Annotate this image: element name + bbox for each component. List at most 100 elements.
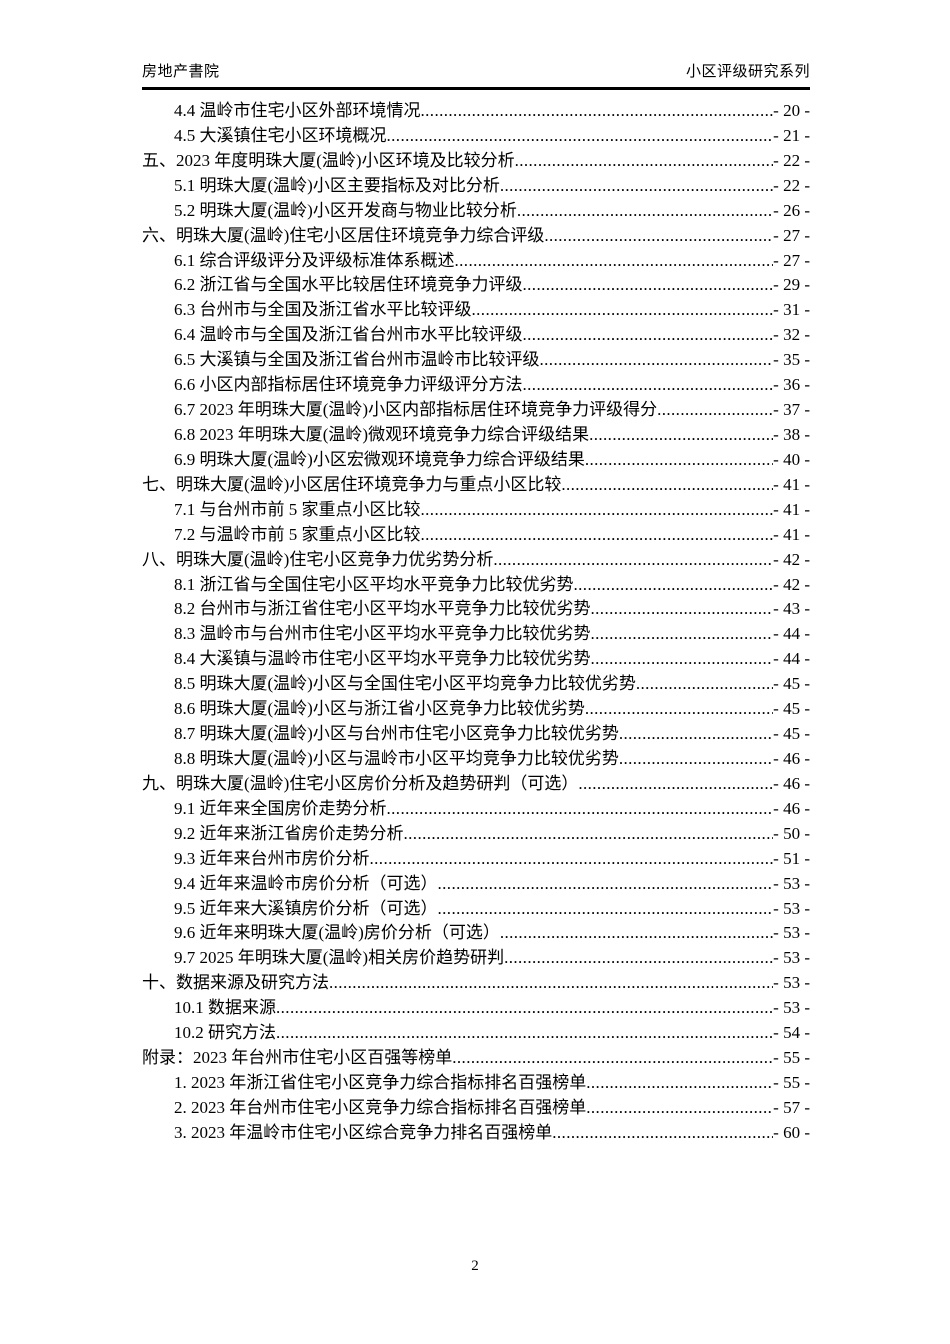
toc-entry[interactable]: 十、数据来源及研究方法.............................…	[142, 971, 810, 996]
toc-entry[interactable]: 6.4 温岭市与全国及浙江省台州市水平比较评级.................…	[142, 323, 810, 348]
page-header: 房地产書院 小区评级研究系列	[142, 60, 810, 90]
toc-entry[interactable]: 8.8 明珠大厦(温岭)小区与温岭市小区平均竞争力比较优劣势..........…	[142, 747, 810, 772]
toc-leader-dots: ........................................…	[552, 1122, 773, 1142]
toc-entry[interactable]: 6.7 2023 年明珠大厦(温岭)小区内部指标居住环境竞争力评级得分.....…	[142, 398, 810, 423]
toc-entry[interactable]: 8.5 明珠大厦(温岭)小区与全国住宅小区平均竞争力比较优劣势.........…	[142, 672, 810, 697]
toc-page-number: - 32 -	[773, 325, 810, 345]
toc-entry[interactable]: 九、明珠大厦(温岭)住宅小区房价分析及趋势研判（可选） ............…	[142, 772, 810, 797]
toc-entry[interactable]: 9.1 近年来全国房价走势分析.........................…	[142, 797, 810, 822]
toc-leader-dots: ........................................…	[522, 375, 774, 395]
toc-entry[interactable]: 9.2 近年来浙江省房价走势分析........................…	[142, 822, 810, 847]
toc-entry[interactable]: 10.1 数据来源...............................…	[142, 996, 810, 1021]
toc-entry[interactable]: 8.1 浙江省与全国住宅小区平均水平竞争力比较优劣势..............…	[142, 573, 810, 598]
toc-entry[interactable]: 9.7 2025 年明珠大厦(温岭)相关房价趋势研判..............…	[142, 946, 810, 971]
toc-entry[interactable]: 5.2 明珠大厦(温岭)小区开发商与物业比较分析................…	[142, 199, 810, 224]
toc-entry[interactable]: 6.3 台州市与全国及浙江省水平比较评级....................…	[142, 298, 810, 323]
toc-leader-dots: ........................................…	[276, 998, 774, 1018]
toc-entry[interactable]: 五、2023 年度明珠大厦(温岭)小区环境及比较分析..............…	[142, 149, 810, 174]
toc-page-number: - 27 -	[773, 225, 810, 245]
toc-page-number: - 53 -	[773, 948, 810, 968]
toc-leader-dots: ........................................…	[276, 1023, 774, 1043]
toc-entry[interactable]: 8.7 明珠大厦(温岭)小区与台州市住宅小区竞争力比较优劣势..........…	[142, 722, 810, 747]
toc-entry-title: 九、明珠大厦(温岭)住宅小区房价分析及趋势研判（可选）	[142, 773, 579, 793]
toc-entry-title: 8.6 明珠大厦(温岭)小区与浙江省小区竞争力比较优劣势	[174, 699, 585, 719]
toc-entry[interactable]: 3. 2023 年温岭市住宅小区综合竞争力排名百强榜单.............…	[142, 1121, 810, 1146]
toc-page-number: - 41 -	[773, 499, 810, 519]
toc-entry[interactable]: 7.1 与台州市前 5 家重点小区比较.....................…	[142, 498, 810, 523]
toc-entry[interactable]: 七、明珠大厦(温岭)小区居住环境竞争力与重点小区比较..............…	[142, 473, 810, 498]
header-right-text: 小区评级研究系列	[685, 63, 810, 80]
page-number: 2	[471, 1258, 479, 1274]
toc-page-number: - 40 -	[773, 449, 810, 469]
toc-leader-dots: ........................................…	[586, 1097, 773, 1117]
toc-entry[interactable]: 六、明珠大厦(温岭)住宅小区居住环境竞争力综合评级...............…	[142, 224, 810, 249]
toc-entry[interactable]: 6.5 大溪镇与全国及浙江省台州市温岭市比较评级................…	[142, 348, 810, 373]
toc-leader-dots: ........................................…	[590, 649, 774, 669]
toc-leader-dots: ........................................…	[420, 499, 774, 519]
toc-entry-title: 2. 2023 年台州市住宅小区竞争力综合指标排名百强榜单	[174, 1097, 587, 1117]
toc-entry-title: 1. 2023 年浙江省住宅小区竞争力综合指标排名百强榜单	[174, 1072, 587, 1092]
toc-entry-title: 8.4 大溪镇与温岭市住宅小区平均水平竞争力比较优劣势	[174, 649, 591, 669]
toc-entry[interactable]: 9.4 近年来温岭市房价分析（可选） .....................…	[142, 872, 810, 897]
toc-page-number: - 57 -	[773, 1097, 810, 1117]
toc-entry[interactable]: 10.2 研究方法...............................…	[142, 1021, 810, 1046]
toc-leader-dots: ........................................…	[578, 773, 773, 793]
table-of-contents: 4.4 温岭市住宅小区外部环境情况.......................…	[142, 99, 810, 1146]
toc-entry-title: 6.5 大溪镇与全国及浙江省台州市温岭市比较评级	[174, 350, 540, 370]
toc-page-number: - 53 -	[773, 873, 810, 893]
toc-leader-dots: ........................................…	[420, 101, 774, 120]
toc-page-number: - 20 -	[773, 101, 810, 120]
toc-leader-dots: ........................................…	[584, 699, 773, 719]
toc-leader-dots: ........................................…	[590, 599, 774, 619]
toc-leader-dots: ........................................…	[471, 300, 774, 320]
toc-entry[interactable]: 6.1 综合评级评分及评级标准体系概述.....................…	[142, 249, 810, 274]
toc-entry-title: 六、明珠大厦(温岭)住宅小区居住环境竞争力综合评级	[142, 225, 545, 245]
toc-page-number: - 42 -	[773, 574, 810, 594]
toc-entry[interactable]: 6.2 浙江省与全国水平比较居住环境竞争力评级.................…	[142, 273, 810, 298]
toc-entry[interactable]: 6.6 小区内部指标居住环境竞争力评级评分方法.................…	[142, 373, 810, 398]
toc-page-number: - 41 -	[773, 524, 810, 544]
toc-entry[interactable]: 9.5 近年来大溪镇房价分析（可选） .....................…	[142, 897, 810, 922]
toc-page-number: - 50 -	[773, 823, 810, 843]
toc-entry-title: 4.5 大溪镇住宅小区环境概况	[174, 125, 387, 145]
toc-entry[interactable]: 附录：2023 年台州市住宅小区百强等榜单...................…	[142, 1046, 810, 1071]
toc-entry[interactable]: 8.3 温岭市与台州市住宅小区平均水平竞争力比较优劣势.............…	[142, 622, 810, 647]
toc-entry[interactable]: 8.6 明珠大厦(温岭)小区与浙江省小区竞争力比较优劣势............…	[142, 697, 810, 722]
toc-entry[interactable]: 4.4 温岭市住宅小区外部环境情况.......................…	[142, 99, 810, 124]
toc-page-number: - 45 -	[773, 699, 810, 719]
toc-entry[interactable]: 8.2 台州市与浙江省住宅小区平均水平竞争力比较优劣势.............…	[142, 597, 810, 622]
toc-page-number: - 37 -	[773, 400, 810, 420]
toc-page-number: - 46 -	[773, 748, 810, 768]
toc-leader-dots: ........................................…	[403, 823, 774, 843]
toc-entry[interactable]: 7.2 与温岭市前 5 家重点小区比较.....................…	[142, 523, 810, 548]
toc-entry-title: 9.5 近年来大溪镇房价分析（可选）	[174, 898, 438, 918]
toc-leader-dots: ........................................…	[516, 200, 774, 220]
toc-entry[interactable]: 4.5 大溪镇住宅小区环境概况.........................…	[142, 124, 810, 149]
toc-page-number: - 44 -	[773, 649, 810, 669]
page-footer: 2	[0, 1258, 950, 1275]
toc-entry[interactable]: 6.9 明珠大厦(温岭)小区宏微观环境竞争力综合评级结果............…	[142, 448, 810, 473]
toc-page-number: - 55 -	[773, 1072, 810, 1092]
toc-entry-title: 8.5 明珠大厦(温岭)小区与全国住宅小区平均竞争力比较优劣势	[174, 674, 636, 694]
toc-leader-dots: ........................................…	[618, 748, 773, 768]
toc-entry-title: 9.6 近年来明珠大厦(温岭)房价分析（可选）	[174, 923, 500, 943]
toc-leader-dots: ........................................…	[586, 1072, 773, 1092]
toc-entry[interactable]: 八、明珠大厦(温岭)住宅小区竞争力优劣势分析..................…	[142, 548, 810, 573]
toc-entry[interactable]: 9.6 近年来明珠大厦(温岭)房价分析（可选） ................…	[142, 921, 810, 946]
toc-page-number: - 41 -	[773, 474, 810, 494]
toc-entry-title: 6.3 台州市与全国及浙江省水平比较评级	[174, 300, 472, 320]
toc-entry[interactable]: 2. 2023 年台州市住宅小区竞争力综合指标排名百强榜单...........…	[142, 1096, 810, 1121]
toc-entry[interactable]: 8.4 大溪镇与温岭市住宅小区平均水平竞争力比较优劣势.............…	[142, 647, 810, 672]
toc-entry[interactable]: 6.8 2023 年明珠大厦(温岭)微观环境竞争力综合评级结果.........…	[142, 423, 810, 448]
toc-leader-dots: ........................................…	[561, 474, 774, 494]
toc-page-number: - 60 -	[773, 1122, 810, 1142]
toc-leader-dots: ........................................…	[573, 574, 774, 594]
toc-entry[interactable]: 5.1 明珠大厦(温岭)小区主要指标及对比分析.................…	[142, 174, 810, 199]
toc-page-number: - 55 -	[773, 1048, 810, 1068]
toc-entry-title: 8.2 台州市与浙江省住宅小区平均水平竞争力比较优劣势	[174, 599, 591, 619]
toc-page-number: - 42 -	[773, 549, 810, 569]
toc-entry-title: 八、明珠大厦(温岭)住宅小区竞争力优劣势分析	[142, 549, 494, 569]
toc-entry[interactable]: 1. 2023 年浙江省住宅小区竞争力综合指标排名百强榜单...........…	[142, 1071, 810, 1096]
toc-entry[interactable]: 9.3 近年来台州市房价分析..........................…	[142, 847, 810, 872]
toc-page-number: - 53 -	[773, 898, 810, 918]
